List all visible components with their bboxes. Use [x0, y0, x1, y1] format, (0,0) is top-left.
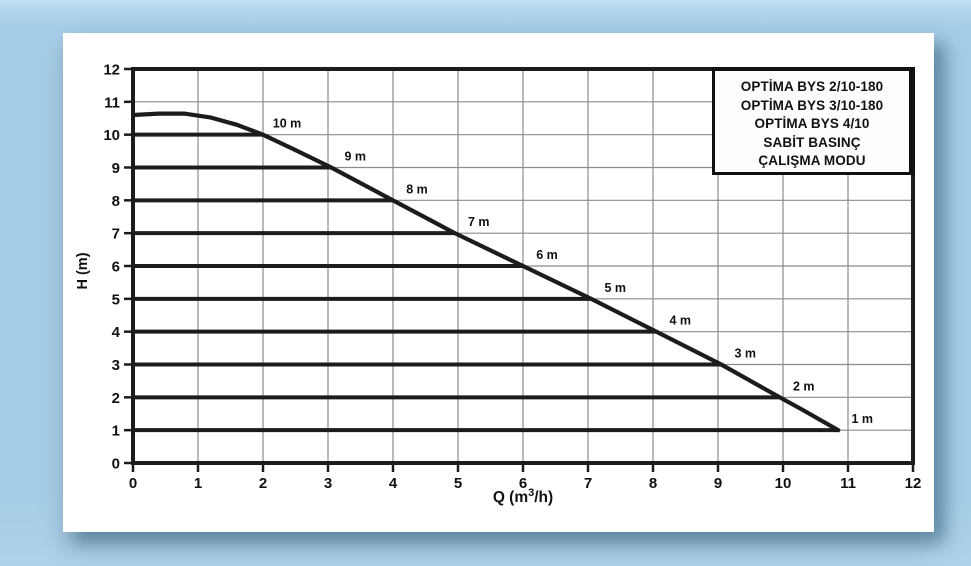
x-tick-label: 4 [389, 475, 398, 492]
y-tick-label: 2 [112, 390, 120, 407]
x-tick-label: 10 [775, 475, 792, 492]
x-tick-label: 3 [324, 475, 332, 492]
x-axis-title-post: /h) [534, 489, 554, 506]
pressure-line-label: 1 m [851, 412, 873, 426]
x-tick-label: 9 [714, 475, 722, 492]
pressure-line-label: 3 m [734, 347, 756, 361]
x-tick-label: 5 [454, 475, 462, 492]
pressure-line-label: 9 m [344, 150, 366, 164]
x-tick-label: 7 [584, 475, 592, 492]
y-tick-label: 5 [112, 291, 120, 308]
legend-model-1: OPTİMA BYS 2/10-180 [740, 79, 884, 94]
y-tick-label: 4 [112, 324, 121, 341]
x-tick-label: 0 [129, 475, 137, 492]
x-axis-title-sup: 3 [528, 486, 535, 499]
pressure-line-label: 7 m [468, 215, 490, 229]
x-axis-title: Q (m3/h) [63, 486, 971, 507]
y-tick-label: 11 [104, 94, 120, 111]
y-tick-label: 7 [112, 226, 120, 243]
legend-mode-line-1: SABİT BASINÇ [763, 134, 861, 150]
x-tick-label: 6 [519, 475, 527, 492]
y-axis-title: H (m) [75, 252, 91, 290]
max-head-curve [130, 111, 841, 433]
x-axis-title-pre: Q (m [492, 489, 529, 506]
y-tick-label: 1 [112, 423, 120, 440]
pressure-line-label: 6 m [536, 248, 558, 262]
y-tick-label: 10 [103, 127, 120, 144]
y-tick-label: 8 [112, 193, 120, 210]
y-tick-label: 12 [103, 62, 120, 79]
pressure-line-label: 5 m [604, 281, 626, 295]
pump-curve-chart: 10 m9 m8 m7 m6 m5 m4 m3 m2 m1 m0 1 2 3 4 5 6 7 8… [103, 62, 922, 493]
y-tick-label: 9 [112, 160, 120, 177]
x-tick-label: 8 [649, 475, 657, 492]
pressure-line-label: 4 m [669, 314, 691, 328]
legend-box: OPTİMA BYS 2/10-180 OPTİMA BYS 3/10-180 … [712, 67, 915, 175]
x-tick-label: 2 [259, 475, 267, 492]
x-tick-label: 11 [840, 475, 856, 492]
pressure-line-label: 2 m [793, 379, 815, 393]
pressure-line-label: 8 m [406, 182, 428, 196]
legend-mode-line-2: ÇALIŞMA MODU [758, 153, 866, 168]
pressure-line-label: 10 m [273, 117, 302, 131]
y-tick-label: 3 [112, 357, 120, 374]
y-tick-label: 6 [112, 259, 120, 276]
x-tick-label: 1 [194, 475, 202, 492]
legend-model-2: OPTİMA BYS 3/10-180 [740, 97, 884, 113]
y-tick-label: 0 [112, 456, 120, 473]
x-tick-label: 12 [905, 475, 922, 492]
plot-border [131, 67, 915, 465]
legend-model-3: OPTİMA BYS 4/10 [754, 116, 870, 131]
